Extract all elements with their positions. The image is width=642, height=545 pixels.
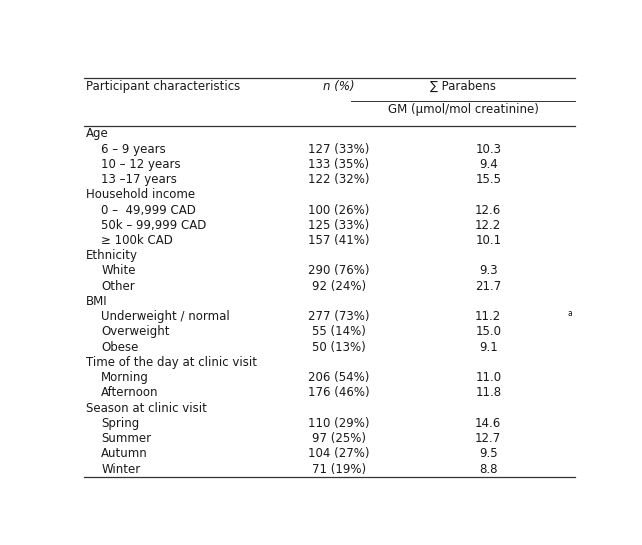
Text: 110 (29%): 110 (29%)	[308, 417, 370, 430]
Text: 11.2: 11.2	[475, 310, 501, 323]
Text: Age: Age	[86, 128, 109, 141]
Text: ∑ Parabens: ∑ Parabens	[430, 80, 496, 93]
Text: 12.2: 12.2	[475, 219, 501, 232]
Text: BMI: BMI	[86, 295, 108, 308]
Text: 21.7: 21.7	[475, 280, 501, 293]
Text: 0 –  49,999 CAD: 0 – 49,999 CAD	[101, 203, 196, 216]
Text: Autumn: Autumn	[101, 447, 148, 461]
Text: Obese: Obese	[101, 341, 139, 354]
Text: 10.1: 10.1	[475, 234, 501, 247]
Text: Other: Other	[101, 280, 135, 293]
Text: 9.5: 9.5	[479, 447, 498, 461]
Text: 176 (46%): 176 (46%)	[308, 386, 370, 399]
Text: Participant characteristics: Participant characteristics	[86, 80, 241, 93]
Text: 12.7: 12.7	[475, 432, 501, 445]
Text: Overweight: Overweight	[101, 325, 169, 338]
Text: n (%): n (%)	[323, 80, 355, 93]
Text: 127 (33%): 127 (33%)	[308, 143, 370, 156]
Text: Morning: Morning	[101, 371, 149, 384]
Text: Underweight / normal: Underweight / normal	[101, 310, 230, 323]
Text: 11.0: 11.0	[475, 371, 501, 384]
Text: Time of the day at clinic visit: Time of the day at clinic visit	[86, 356, 257, 369]
Text: 15.5: 15.5	[475, 173, 501, 186]
Text: 10 – 12 years: 10 – 12 years	[101, 158, 181, 171]
Text: a: a	[568, 309, 572, 318]
Text: White: White	[101, 264, 135, 277]
Text: 14.6: 14.6	[475, 417, 501, 430]
Text: ≥ 100k CAD: ≥ 100k CAD	[101, 234, 173, 247]
Text: 92 (24%): 92 (24%)	[312, 280, 366, 293]
Text: 206 (54%): 206 (54%)	[308, 371, 370, 384]
Text: Ethnicity: Ethnicity	[86, 249, 138, 262]
Text: 133 (35%): 133 (35%)	[308, 158, 370, 171]
Text: Household income: Household income	[86, 189, 195, 201]
Text: 9.1: 9.1	[479, 341, 498, 354]
Text: GM (μmol/mol creatinine): GM (μmol/mol creatinine)	[388, 103, 539, 116]
Text: 104 (27%): 104 (27%)	[308, 447, 370, 461]
Text: 11.8: 11.8	[475, 386, 501, 399]
Text: 100 (26%): 100 (26%)	[308, 203, 370, 216]
Text: Winter: Winter	[101, 463, 141, 476]
Text: Season at clinic visit: Season at clinic visit	[86, 402, 207, 415]
Text: 9.4: 9.4	[479, 158, 498, 171]
Text: 50 (13%): 50 (13%)	[312, 341, 366, 354]
Text: Afternoon: Afternoon	[101, 386, 159, 399]
Text: 50k – 99,999 CAD: 50k – 99,999 CAD	[101, 219, 207, 232]
Text: 97 (25%): 97 (25%)	[312, 432, 366, 445]
Text: 13 –17 years: 13 –17 years	[101, 173, 177, 186]
Text: 8.8: 8.8	[479, 463, 498, 476]
Text: 71 (19%): 71 (19%)	[312, 463, 366, 476]
Text: 290 (76%): 290 (76%)	[308, 264, 370, 277]
Text: 10.3: 10.3	[475, 143, 501, 156]
Text: 9.3: 9.3	[479, 264, 498, 277]
Text: 277 (73%): 277 (73%)	[308, 310, 370, 323]
Text: 15.0: 15.0	[475, 325, 501, 338]
Text: 157 (41%): 157 (41%)	[308, 234, 370, 247]
Text: Spring: Spring	[101, 417, 139, 430]
Text: 122 (32%): 122 (32%)	[308, 173, 370, 186]
Text: 125 (33%): 125 (33%)	[308, 219, 370, 232]
Text: Summer: Summer	[101, 432, 152, 445]
Text: 55 (14%): 55 (14%)	[312, 325, 366, 338]
Text: 12.6: 12.6	[475, 203, 501, 216]
Text: 6 – 9 years: 6 – 9 years	[101, 143, 166, 156]
